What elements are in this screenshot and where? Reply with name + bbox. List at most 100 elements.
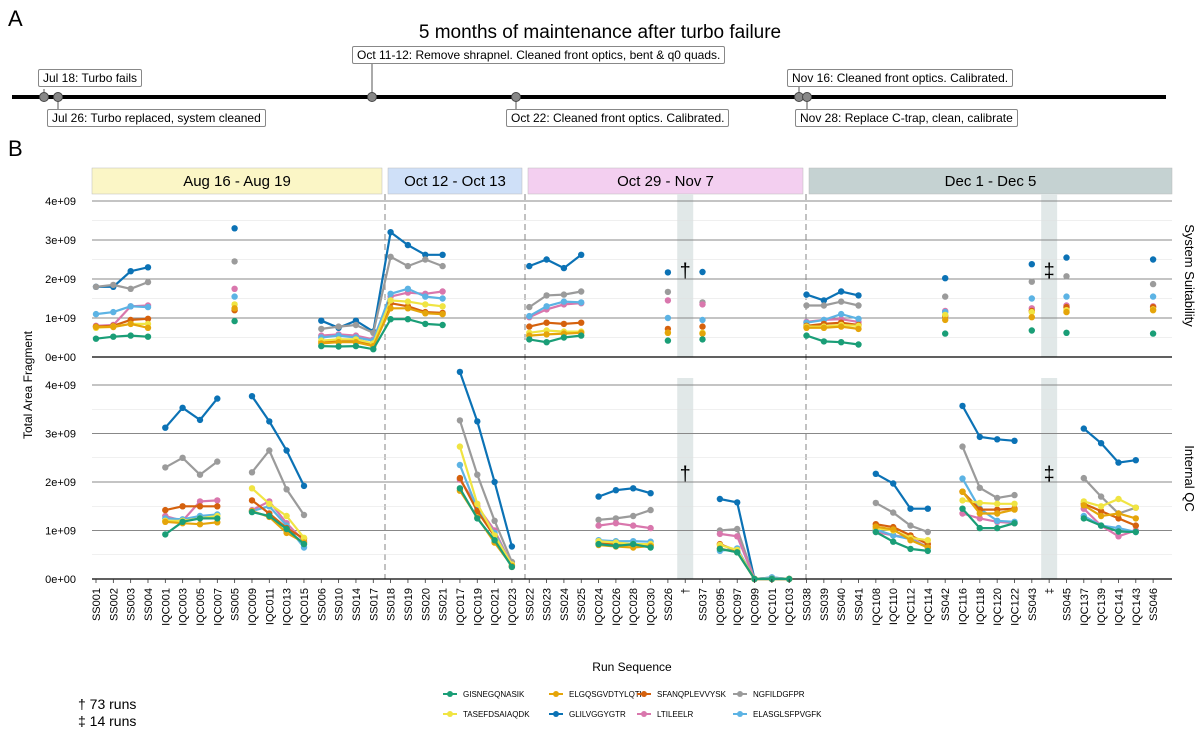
series-line [1083,497,1137,509]
x-tick-label: IQC019 [472,588,484,626]
y-tick-label: 1e+09 [45,313,76,325]
legend-label: TASEFDSAIAQDK [463,710,530,719]
series-line [598,539,651,543]
x-tick-label: IQC114 [923,588,935,625]
series-line [528,290,582,309]
data-point [1080,502,1088,509]
x-tick-label: IQC143 [1131,588,1143,626]
data-point [959,443,966,450]
series-line [528,300,582,318]
series-line [1082,477,1137,515]
data-point [196,471,204,478]
x-tick-label: IQC137 [1079,588,1091,626]
legend-label: SFANQPLEVVYSK [657,690,727,699]
x-tick-label: IQC030 [646,588,658,626]
data-point [560,334,568,341]
series-line [165,513,218,521]
facet-strip-label: Aug 16 - Aug 19 [183,173,291,190]
data-point [630,540,637,548]
data-point [144,264,152,271]
series-line [251,395,305,487]
series-line [458,446,513,566]
data-point [404,241,412,249]
data-point [890,526,897,533]
data-point [92,335,100,342]
data-point [699,268,706,276]
data-point [127,303,134,310]
data-point [439,288,446,295]
data-point [214,395,221,402]
x-tick-label: SS001 [91,588,103,621]
data-point [1080,474,1088,482]
data-point [1115,459,1122,466]
data-point [959,488,966,495]
data-point [872,523,879,530]
x-tick-label: IQC011 [264,588,276,625]
data-point [387,297,394,304]
data-point [855,302,862,309]
data-point [1115,515,1122,522]
data-point [647,524,654,532]
data-point [734,525,741,533]
x-tick-label: IQC110 [888,588,900,625]
x-tick-label: SS024 [559,588,571,621]
series-line [164,397,219,429]
legend-label: GLILVGGYGTR [569,710,626,719]
data-point [664,288,672,296]
data-point [855,292,862,299]
event-label: Jul 26: Turbo replaced, system cleaned [47,109,266,127]
data-point [578,299,585,306]
x-tick-label: IQC099 [750,588,762,626]
legend-label: GISNEGQNASIK [463,690,525,699]
panel-letter-a: A [8,6,23,31]
data-point [214,503,221,510]
data-point [543,292,550,299]
data-point [838,288,845,295]
x-tick-label: SS020 [420,588,432,621]
series-line [1083,517,1136,534]
data-point [439,262,446,270]
x-tick-label: IQC122 [1009,588,1021,626]
data-point [890,538,897,545]
data-point [92,310,100,318]
facet-strip [91,167,383,195]
event-dot [802,92,812,102]
timeline-title: 5 months of maintenance after turbo fail… [418,22,782,43]
data-point [1097,493,1105,500]
series-line [719,532,790,581]
data-point [508,543,516,550]
data-point [838,339,845,346]
series-line [961,478,1015,523]
facet-strip [808,167,1173,195]
data-point [630,522,637,529]
data-point [491,517,498,524]
data-point [994,517,1001,524]
data-point [422,320,429,328]
x-tick-label: IQC116 [958,588,970,625]
data-point [1132,528,1140,536]
data-point [664,329,672,336]
x-tick-label: IQC005 [195,588,207,626]
x-tick-label: IQC101 [767,588,779,626]
data-point [942,293,949,300]
series-line [529,321,582,328]
series-line [806,321,859,327]
gap-marker: † [680,464,691,486]
data-point [162,464,169,471]
data-point [266,418,273,425]
data-point [283,447,290,454]
data-point [526,262,533,270]
data-point [526,312,533,320]
data-point [422,310,429,317]
data-point [248,393,256,400]
x-tick-label: ‡ [1044,588,1056,594]
data-point [92,283,100,290]
event-dot [511,92,521,102]
x-tick-label: IQC017 [455,588,467,626]
data-point [144,315,152,322]
x-tick-label: † [680,588,692,594]
data-point [144,324,152,331]
series-line [165,505,218,512]
x-tick-label: SS025 [576,588,588,621]
data-point [1063,254,1070,261]
